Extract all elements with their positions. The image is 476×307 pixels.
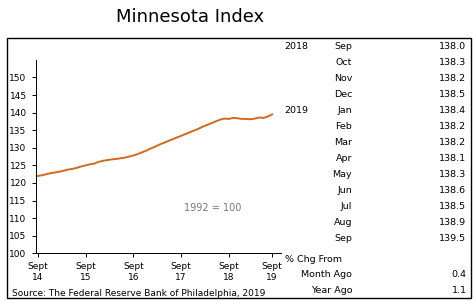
Text: Month Ago: Month Ago: [301, 270, 352, 279]
Text: 2018: 2018: [285, 42, 308, 51]
Text: Apr: Apr: [336, 154, 352, 163]
Text: 138.2: 138.2: [439, 138, 466, 147]
Text: 138.5: 138.5: [439, 202, 466, 211]
Text: 138.4: 138.4: [439, 106, 466, 115]
Text: Source: The Federal Reserve Bank of Philadelphia, 2019: Source: The Federal Reserve Bank of Phil…: [12, 290, 265, 298]
Text: 139.5: 139.5: [439, 234, 466, 243]
Text: Year Ago: Year Ago: [311, 286, 352, 295]
Text: May: May: [333, 170, 352, 179]
Text: Aug: Aug: [334, 218, 352, 227]
Text: 2019: 2019: [285, 106, 308, 115]
Text: Jan: Jan: [337, 106, 352, 115]
Text: Mar: Mar: [334, 138, 352, 147]
Text: 138.9: 138.9: [439, 218, 466, 227]
Text: 1992 = 100: 1992 = 100: [184, 203, 241, 213]
Text: Minnesota Index: Minnesota Index: [116, 8, 265, 26]
Text: 138.6: 138.6: [439, 186, 466, 195]
Text: Sep: Sep: [334, 234, 352, 243]
Text: 138.1: 138.1: [439, 154, 466, 163]
Text: Sep: Sep: [334, 42, 352, 51]
Text: 138.5: 138.5: [439, 90, 466, 99]
Text: 138.0: 138.0: [439, 42, 466, 51]
Text: 1.1: 1.1: [451, 286, 466, 295]
Text: 138.2: 138.2: [439, 122, 466, 131]
Text: Nov: Nov: [334, 74, 352, 83]
Text: Jul: Jul: [341, 202, 352, 211]
Text: Oct: Oct: [336, 58, 352, 67]
Text: 0.4: 0.4: [451, 270, 466, 279]
Text: 138.3: 138.3: [439, 170, 466, 179]
Text: Jun: Jun: [337, 186, 352, 195]
Text: Dec: Dec: [334, 90, 352, 99]
Text: Feb: Feb: [336, 122, 352, 131]
Text: 138.3: 138.3: [439, 58, 466, 67]
Text: 138.2: 138.2: [439, 74, 466, 83]
Text: % Chg From: % Chg From: [285, 255, 342, 263]
